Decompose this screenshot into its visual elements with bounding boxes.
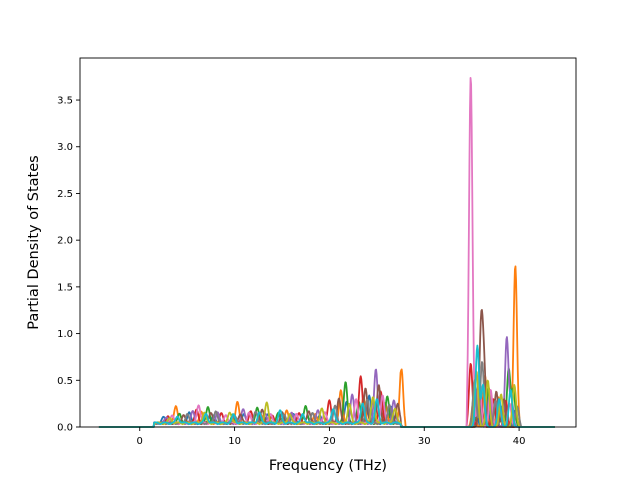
x-axis-ticks: 0 10 20 30 40 xyxy=(137,427,526,447)
pdos-series-line xyxy=(98,77,556,428)
x-tick-label: 20 xyxy=(323,436,336,447)
y-axis-ticks: 0.0 0.5 1.0 1.5 2.0 2.5 3.0 3.5 xyxy=(57,96,80,434)
x-tick-label: 30 xyxy=(418,436,431,447)
pdos-series-line xyxy=(98,370,556,428)
x-axis-label: Frequency (THz) xyxy=(269,458,387,474)
x-tick-label: 40 xyxy=(513,436,526,447)
y-tick-label: 1.5 xyxy=(57,282,73,293)
y-tick-label: 3.0 xyxy=(57,142,73,153)
y-tick-label: 0.0 xyxy=(57,423,73,434)
pdos-series-line xyxy=(98,344,556,428)
y-tick-label: 0.5 xyxy=(57,376,73,387)
y-tick-label: 2.5 xyxy=(57,189,73,200)
y-tick-label: 3.5 xyxy=(57,96,73,107)
y-tick-label: 1.0 xyxy=(57,329,73,340)
y-axis-label: Partial Density of States xyxy=(26,155,42,329)
y-tick-label: 2.0 xyxy=(57,236,73,247)
series-layer xyxy=(98,77,556,428)
x-tick-label: 0 xyxy=(137,436,143,447)
plot-frame xyxy=(79,57,577,428)
x-tick-label: 10 xyxy=(228,436,241,447)
